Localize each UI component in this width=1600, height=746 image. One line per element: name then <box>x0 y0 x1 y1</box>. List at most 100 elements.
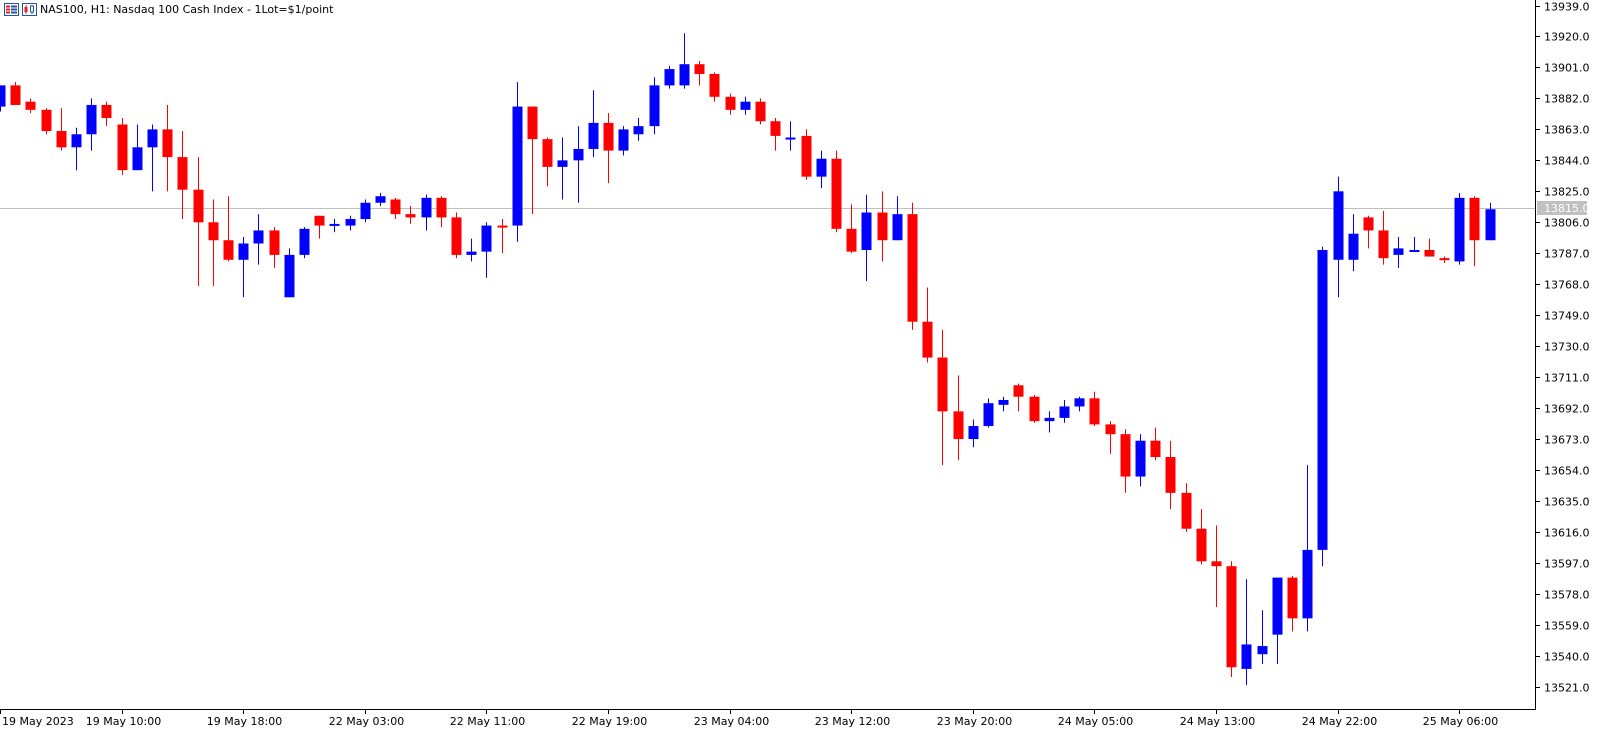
candle <box>649 77 660 135</box>
candle-body <box>86 104 97 135</box>
y-tick-label: 13844.0 <box>1544 155 1590 168</box>
y-tick-label: 13635.0 <box>1544 496 1590 509</box>
candle <box>299 227 310 259</box>
candle-body <box>1257 646 1268 655</box>
candle-body <box>892 214 903 241</box>
candle <box>588 90 599 158</box>
candle-body <box>694 64 705 74</box>
candle <box>1135 434 1146 487</box>
candle <box>101 101 112 127</box>
candle-body <box>147 129 158 148</box>
candle <box>512 82 523 242</box>
candle-body <box>360 202 371 220</box>
candle <box>633 117 644 141</box>
candle <box>25 98 36 114</box>
y-tick-label: 13730.0 <box>1544 341 1590 354</box>
candle-body <box>1393 248 1404 255</box>
candle <box>253 214 264 265</box>
candle <box>436 196 447 228</box>
x-axis-ticks: 19 May 2023 19 May 10:00 19 May 18:00 22 Ma… <box>0 710 1498 728</box>
candle <box>557 137 568 200</box>
y-tick-label: 13597.0 <box>1544 558 1590 571</box>
candle <box>360 199 371 223</box>
candle <box>1226 561 1237 678</box>
candle-body <box>299 228 310 255</box>
candle-body <box>512 106 523 226</box>
candle <box>1211 525 1222 607</box>
y-tick-label: 13673.0 <box>1544 434 1590 447</box>
candle-body <box>375 196 386 203</box>
y-axis-ticks: 13521.0 13540.0 13559.0 13578.0 13597.0 13616… <box>1536 1 1590 695</box>
candle <box>983 398 994 428</box>
candle-body <box>1241 644 1252 669</box>
candle-body <box>101 104 112 118</box>
candle <box>1150 427 1161 461</box>
x-tick-label: 23 May 20:00 <box>937 715 1012 728</box>
price-badge-layer: 13815.0 <box>1537 201 1590 215</box>
candle <box>1272 577 1283 664</box>
candle-body <box>998 399 1009 405</box>
candle <box>1029 395 1040 423</box>
candle-body <box>451 217 462 255</box>
candle-body <box>238 243 249 260</box>
candle <box>481 222 492 278</box>
candle-body <box>983 403 994 427</box>
candle-body <box>1409 250 1420 253</box>
y-tick-label: 13787.0 <box>1544 248 1590 261</box>
candle <box>603 113 614 184</box>
candle-body <box>466 251 477 255</box>
chart-title: NAS100, H1: Nasdaq 100 Cash Index - 1Lot… <box>40 2 334 16</box>
y-tick-label: 13616.0 <box>1544 527 1590 540</box>
candle-body <box>223 240 234 260</box>
candle <box>664 65 675 89</box>
candle <box>345 215 356 231</box>
candle <box>725 93 736 115</box>
candle-body <box>269 230 280 255</box>
y-tick-label: 13863.0 <box>1544 124 1590 137</box>
candle <box>421 194 432 231</box>
candle <box>405 205 416 224</box>
candle <box>1013 383 1024 412</box>
candle <box>861 194 872 281</box>
candle <box>1074 396 1085 412</box>
candle-body <box>1120 434 1131 477</box>
candle-body <box>755 101 766 122</box>
candle-body <box>573 148 584 161</box>
candle-body <box>421 197 432 218</box>
candle-body <box>1196 528 1207 562</box>
candle <box>1165 440 1176 510</box>
candle <box>497 219 508 254</box>
candle-body <box>132 147 143 171</box>
candle <box>1105 421 1116 454</box>
candle-body <box>481 225 492 252</box>
candle <box>1424 238 1435 257</box>
candles-layer <box>0 33 1496 686</box>
candle-body <box>679 64 690 86</box>
candle-body <box>117 124 128 171</box>
candle <box>390 197 401 220</box>
candle <box>466 238 477 262</box>
candle <box>527 106 538 215</box>
candle <box>1409 236 1420 253</box>
candle-body <box>162 129 173 158</box>
candle <box>269 227 280 268</box>
candle-body <box>861 212 872 251</box>
candle-body <box>877 212 888 241</box>
chart-candles-icon[interactable] <box>22 2 37 16</box>
candle-body <box>345 219 356 226</box>
candle <box>117 117 128 176</box>
candle <box>770 117 781 151</box>
candle <box>785 121 796 151</box>
candle <box>1044 411 1055 433</box>
candle <box>86 98 97 151</box>
candle-body <box>390 199 401 215</box>
candle <box>1241 579 1252 686</box>
candle-body <box>1135 440 1146 477</box>
candle-body <box>831 158 842 229</box>
tradebar-list-icon[interactable] <box>4 2 19 16</box>
candle-body <box>1029 396 1040 422</box>
candle <box>816 150 827 189</box>
candle-body <box>1105 424 1116 435</box>
